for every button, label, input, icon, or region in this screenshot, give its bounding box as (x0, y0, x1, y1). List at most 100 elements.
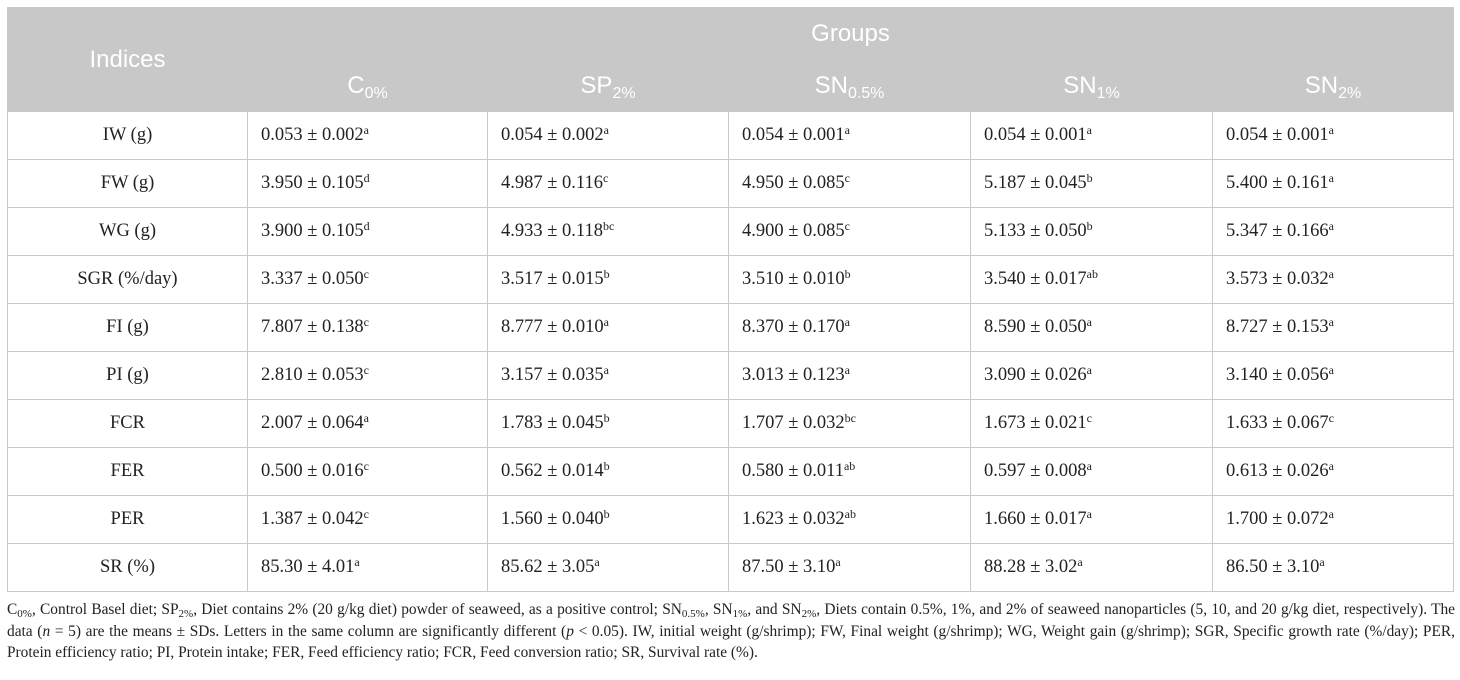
table-cell: 5.347 ± 0.166a (1211, 207, 1455, 256)
significance-letter: ab (843, 459, 856, 473)
cell-value: 85.30 ± 4.01 (261, 557, 355, 577)
cell-value: 8.777 ± 0.010 (501, 317, 604, 337)
cell-value: 1.707 ± 0.032 (742, 413, 845, 433)
table-cell: 3.950 ± 0.105d (247, 159, 488, 208)
significance-letter: bc (844, 411, 856, 425)
table-cell: 86.50 ± 3.10a (1211, 543, 1455, 592)
significance-letter: a (1328, 171, 1334, 185)
table-cell: 2.810 ± 0.053c (247, 351, 488, 400)
cell-value: 0.053 ± 0.002 (261, 125, 364, 145)
cell-value: 4.950 ± 0.085 (742, 173, 845, 193)
significance-letter: a (835, 555, 841, 569)
table-cell: 85.62 ± 3.05a (487, 543, 729, 592)
cell-value: 1.387 ± 0.042 (261, 509, 364, 529)
table-cell: 4.987 ± 0.116c (487, 159, 729, 208)
footnote-sn1: SN1% (712, 601, 748, 620)
results-table: Indices Groups C0% SP2% SN0.5% SN1% SN2% IW … (7, 7, 1455, 592)
table-cell: 0.500 ± 0.016c (247, 447, 488, 496)
significance-letter: d (363, 219, 370, 233)
row-label: IW (g) (7, 111, 248, 160)
cell-value: 88.28 ± 3.02 (984, 557, 1078, 577)
cell-value: 5.347 ± 0.166 (1226, 221, 1329, 241)
cell-value: 8.370 ± 0.170 (742, 317, 845, 337)
row-label: PER (7, 495, 248, 544)
table-cell: 0.580 ± 0.011ab (728, 447, 971, 496)
table-cell: 8.590 ± 0.050a (970, 303, 1213, 352)
table-footnote: C0%, Control Basel diet; SP2%, Diet cont… (7, 601, 1455, 661)
cell-value: 1.560 ± 0.040 (501, 509, 604, 529)
row-label: FCR (7, 399, 248, 448)
cell-value: 0.054 ± 0.002 (501, 125, 604, 145)
table-row: WG (g) 3.900 ± 0.105d 4.933 ± 0.118bc 4.900… (7, 207, 1455, 256)
group-header-0: C0% (247, 59, 488, 112)
cell-value: 3.900 ± 0.105 (261, 221, 364, 241)
cell-value: 87.50 ± 3.10 (742, 557, 836, 577)
cell-value: 0.054 ± 0.001 (742, 125, 845, 145)
table-row: FI (g) 7.807 ± 0.138c 8.777 ± 0.010a 8.370 … (7, 303, 1455, 352)
cell-value: 0.562 ± 0.014 (501, 461, 604, 481)
cell-value: 1.623 ± 0.032 (742, 509, 845, 529)
cell-value: 3.510 ± 0.010 (742, 269, 845, 289)
group-header-4: SN2% (1211, 59, 1455, 112)
table-cell: 4.900 ± 0.085c (728, 207, 971, 256)
significance-letter: b (603, 459, 610, 473)
significance-letter: d (363, 171, 370, 185)
significance-letter: c (1086, 411, 1092, 425)
table-cell: 4.950 ± 0.085c (728, 159, 971, 208)
significance-letter: a (844, 315, 850, 329)
significance-letter: c (844, 171, 850, 185)
groups-header: Groups (246, 7, 1455, 60)
significance-letter: ab (844, 507, 856, 521)
significance-letter: a (1086, 315, 1092, 329)
table-cell: 3.573 ± 0.032a (1211, 255, 1455, 304)
significance-letter: a (603, 123, 609, 137)
table-header: Indices Groups C0% SP2% SN0.5% SN1% SN2% (7, 7, 1455, 112)
cell-value: 3.140 ± 0.056 (1226, 365, 1329, 385)
significance-letter: bc (602, 219, 615, 233)
table-cell: 0.054 ± 0.002a (487, 111, 729, 160)
significance-letter: c (844, 219, 850, 233)
table-cell: 8.370 ± 0.170a (728, 303, 971, 352)
cell-value: 1.660 ± 0.017 (984, 509, 1087, 529)
cell-value: 0.500 ± 0.016 (261, 461, 364, 481)
significance-letter: a (1086, 507, 1092, 521)
table-cell: 88.28 ± 3.02a (970, 543, 1213, 592)
table-cell: 1.560 ± 0.040b (487, 495, 729, 544)
significance-letter: a (844, 123, 850, 137)
table-row: FW (g) 3.950 ± 0.105d 4.987 ± 0.116c 4.950 … (7, 159, 1455, 208)
cell-value: 3.950 ± 0.105 (261, 173, 364, 193)
footnote-sn05: SN0.5% (662, 601, 705, 620)
table-cell: 1.623 ± 0.032ab (728, 495, 971, 544)
table-cell: 3.337 ± 0.050c (247, 255, 488, 304)
cell-value: 3.517 ± 0.015 (501, 269, 604, 289)
cell-value: 3.573 ± 0.032 (1226, 269, 1329, 289)
table-cell: 1.783 ± 0.045b (487, 399, 729, 448)
table-cell: 0.054 ± 0.001a (728, 111, 971, 160)
table-cell: 5.133 ± 0.050b (970, 207, 1213, 256)
table-cell: 3.140 ± 0.056a (1211, 351, 1455, 400)
cell-value: 4.987 ± 0.116 (501, 173, 603, 193)
table-cell: 87.50 ± 3.10a (728, 543, 971, 592)
significance-letter: b (844, 267, 851, 281)
table-row: SGR (%/day) 3.337 ± 0.050c 3.517 ± 0.015b 3… (7, 255, 1455, 304)
significance-letter: a (594, 555, 600, 569)
table-body: IW (g) 0.053 ± 0.002a 0.054 ± 0.002a 0.054 … (7, 111, 1455, 592)
table-cell: 3.157 ± 0.035a (487, 351, 729, 400)
cell-value: 1.673 ± 0.021 (984, 413, 1087, 433)
significance-letter: a (1328, 363, 1334, 377)
significance-letter: b (603, 411, 610, 425)
significance-letter: b (603, 507, 610, 521)
significance-letter: c (363, 315, 369, 329)
table-cell: 5.187 ± 0.045b (970, 159, 1213, 208)
table-cell: 3.510 ± 0.010b (728, 255, 971, 304)
cell-value: 0.054 ± 0.001 (984, 125, 1087, 145)
significance-letter: b (1086, 171, 1093, 185)
row-label: PI (g) (7, 351, 248, 400)
cell-value: 0.613 ± 0.026 (1226, 461, 1329, 481)
table-cell: 1.387 ± 0.042c (247, 495, 488, 544)
footnote-sn2: SN2% (781, 601, 817, 620)
table-cell: 3.517 ± 0.015b (487, 255, 729, 304)
cell-value: 5.133 ± 0.050 (984, 221, 1087, 241)
table-cell: 0.562 ± 0.014b (487, 447, 729, 496)
significance-letter: c (602, 171, 609, 185)
